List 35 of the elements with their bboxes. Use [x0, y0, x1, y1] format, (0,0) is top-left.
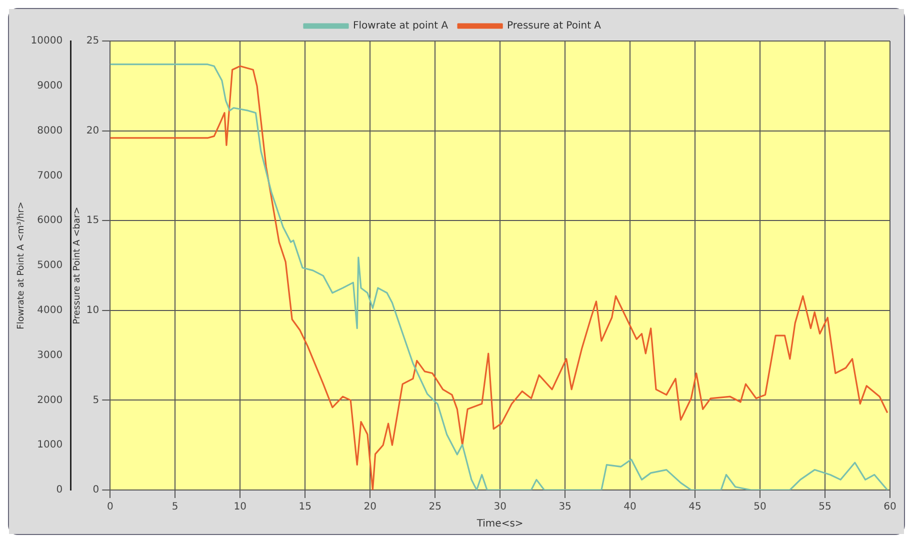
x-tick-label: 50: [754, 502, 766, 513]
y-tick-label: 5: [92, 394, 100, 406]
y-tick-label: 15: [86, 215, 100, 226]
x-tick-label: 60: [884, 502, 896, 513]
y2-tick-label: 9000: [37, 80, 63, 92]
x-tick-label: 45: [688, 502, 702, 513]
x-tick-label: 20: [364, 502, 376, 513]
y2-tick-label: 6000: [37, 215, 63, 226]
y2-tick-label: 5000: [37, 260, 63, 272]
x-tick-label: 40: [624, 502, 636, 513]
y-tick-label: 20: [86, 125, 100, 136]
y2-tick-label: 10000: [30, 36, 63, 47]
y2-tick-label: 4000: [37, 304, 63, 316]
y-axis-title: Pressure at Point A <bar>: [72, 206, 82, 324]
x-axis-title: Time<s>: [476, 518, 524, 530]
x-tick-label: 15: [298, 502, 312, 513]
y-tick-label: 0: [92, 484, 100, 496]
x-tick-label: 35: [558, 502, 572, 513]
y2-tick-label: 8000: [37, 125, 63, 136]
y2-tick-label: 0: [56, 484, 63, 496]
x-tick-label: 0: [106, 502, 114, 513]
x-tick-label: 10: [234, 502, 246, 513]
y2-axis-title: Flowrate at Point A <m³/hr>: [16, 202, 27, 330]
y2-tick-label: 1000: [37, 440, 63, 451]
x-tick-label: 30: [494, 502, 506, 513]
x-tick-label: 5: [172, 502, 178, 513]
legend-label: Flowrate at point A: [352, 20, 448, 32]
y2-tick-label: 2000: [37, 394, 63, 406]
y2-tick-label: 3000: [37, 350, 63, 361]
y2-tick-label: 7000: [37, 170, 63, 182]
y-tick-label: 10: [86, 304, 100, 316]
x-tick-label: 25: [428, 502, 442, 513]
y-tick-label: 25: [86, 36, 100, 47]
legend-label: Pressure at Point A: [507, 20, 602, 32]
x-tick-label: 55: [818, 502, 832, 513]
